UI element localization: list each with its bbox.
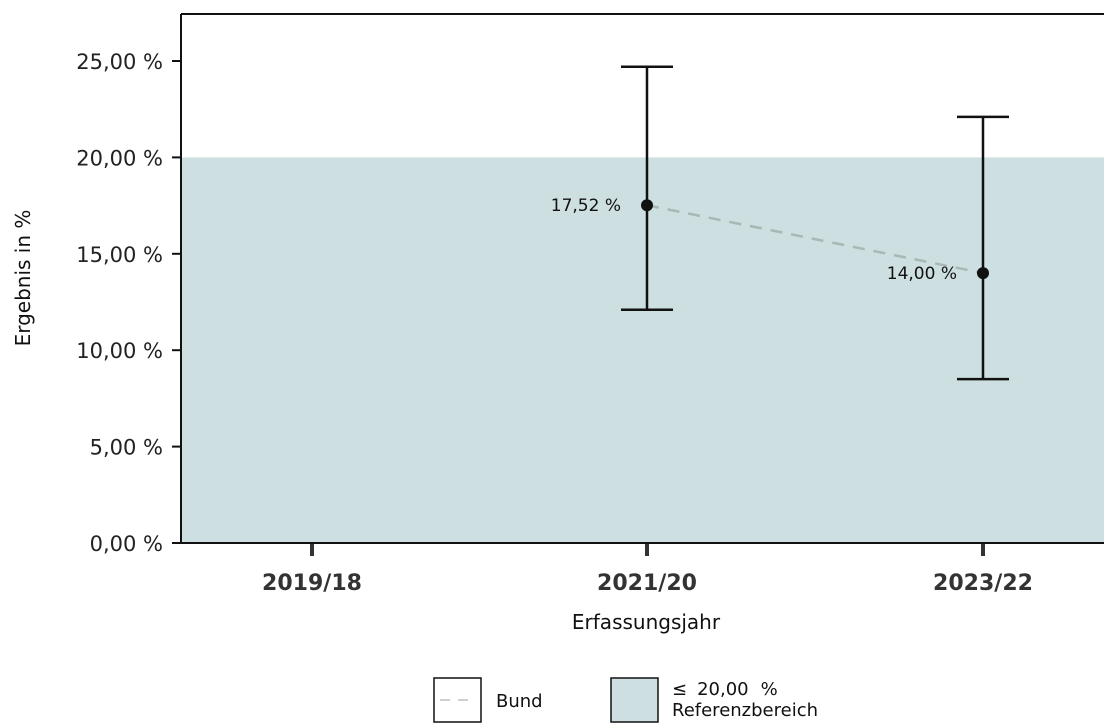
x-axis-ticks: 2019/18 2021/20 2023/22 [262,543,1033,596]
reference-range-band [181,157,1104,543]
x-axis-label: Erfassungsjahr [572,610,721,634]
y-tick-label: 10,00 % [76,339,163,363]
y-tick-label: 25,00 % [76,50,163,74]
y-tick-label: 20,00 % [76,146,163,170]
legend-reference-label: Referenzbereich [672,700,818,721]
legend-bund-label: Bund [496,691,543,712]
legend: Bund ≤20,00% Referenzbereich [433,677,818,723]
data-point [977,267,989,280]
data-label: 17,52 % [551,196,621,216]
y-tick-label: 15,00 % [76,243,163,267]
data-point [641,199,653,212]
legend-reference-value: ≤20,00% [672,679,778,700]
x-tick-label: 2019/18 [262,571,362,596]
y-tick-label: 5,00 % [90,436,163,460]
data-label: 14,00 % [887,264,957,284]
y-tick-label: 0,00 % [90,532,163,556]
legend-reference-swatch [610,677,659,723]
series-group: 17,52 % 14,00 % [551,65,1009,381]
x-tick-label: 2021/20 [597,571,697,596]
series-line [646,203,984,275]
y-axis-label: Ergebnis in % [11,210,35,347]
y-axis-ticks: 0,00 % 5,00 % 10,00 % 15,00 % 20,00 % 25,00 % [76,50,181,556]
x-tick-label: 2023/22 [933,571,1033,596]
